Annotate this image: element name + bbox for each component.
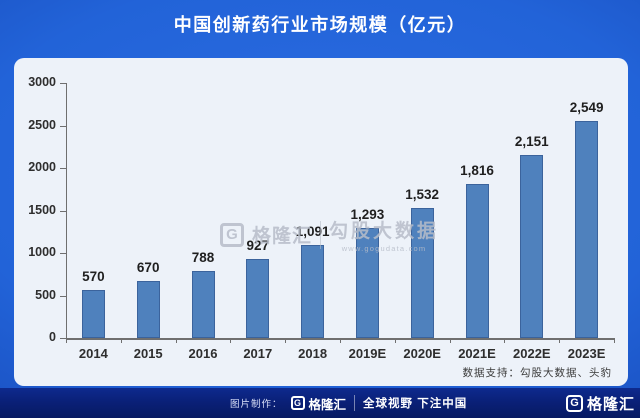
x-axis-category-label: 2017	[243, 346, 273, 361]
footer-logo-right: G 格隆汇	[565, 388, 635, 418]
bar-value-label: 788	[191, 250, 215, 266]
x-axis-category-label: 2023E	[567, 346, 606, 361]
bar-value-label: 2,151	[514, 134, 549, 150]
x-axis-category-label: 2018	[298, 346, 328, 361]
y-tick-mark	[60, 338, 66, 339]
footer-logo-chip: G 格隆汇	[290, 394, 347, 413]
x-axis-category-label: 2020E	[403, 346, 441, 361]
bar-value-label: 2,549	[569, 100, 604, 116]
data-support-note: 数据支持：勾股大数据、头豹	[462, 367, 612, 379]
footer-brand: 格隆汇	[308, 397, 347, 412]
bar-value-label: 927	[246, 238, 270, 254]
y-tick-label: 2500	[28, 117, 56, 132]
x-axis-category-label: 2016	[188, 346, 218, 361]
x-tick-mark	[504, 338, 506, 343]
gelonghui-logo-icon: G	[565, 394, 583, 412]
y-tick-label: 1000	[28, 245, 56, 259]
x-tick-mark	[559, 338, 561, 343]
bar-value-label: 570	[82, 268, 105, 284]
footer-bar: 图片制作： G 格隆汇 全球视野 下注中国 G 格隆汇	[0, 388, 640, 418]
y-tick-label: 0	[49, 330, 56, 344]
bar-2022E[interactable]	[520, 155, 544, 338]
footer-credit-group: 图片制作： G 格隆汇 全球视野 下注中国	[230, 388, 467, 418]
plot-area: 3000 2500 2000 1500 1000 500 0 570 2014 670 2015 78…	[14, 58, 628, 386]
y-axis-line	[66, 83, 67, 338]
chart-panel: 3000 2500 2000 1500 1000 500 0 570 2014 670 2015 78…	[14, 58, 628, 386]
bar-2021E[interactable]	[465, 183, 489, 338]
x-tick-mark	[175, 338, 177, 343]
y-tick-label: 1500	[28, 202, 56, 217]
x-tick-mark	[614, 338, 615, 343]
bar-2023E[interactable]	[575, 121, 599, 338]
bar-2019E[interactable]	[355, 228, 379, 338]
footer-right-brand: 格隆汇	[586, 395, 635, 413]
x-tick-mark	[230, 338, 232, 343]
x-tick-mark	[449, 338, 451, 343]
bar-value-label: 1,091	[295, 224, 330, 240]
bar-2017[interactable]	[246, 259, 270, 338]
bar-value-label: 1,816	[460, 162, 494, 178]
x-axis-category-label: 2015	[133, 346, 163, 361]
y-tick-label: 3000	[28, 75, 56, 89]
bar-2014[interactable]	[81, 289, 105, 338]
x-tick-mark	[66, 338, 67, 343]
title-bar: 中国创新药行业市场规模（亿元）	[0, 0, 640, 56]
x-axis-category-label: 2021E	[458, 346, 496, 361]
gelonghui-logo-icon: G	[290, 396, 305, 410]
bar-2016[interactable]	[191, 271, 215, 338]
x-axis-category-label: 2014	[78, 346, 108, 361]
y-tick-mark	[60, 295, 66, 297]
x-axis-category-label: 2019E	[348, 346, 387, 361]
x-tick-mark	[285, 338, 287, 343]
bar-value-label: 670	[136, 260, 160, 276]
x-tick-mark	[120, 338, 122, 343]
footer-slogan: 全球视野 下注中国	[363, 398, 468, 410]
bar-2018[interactable]	[301, 245, 325, 338]
y-tick-mark	[60, 83, 66, 84]
bar-2015[interactable]	[136, 281, 160, 338]
y-tick-label: 500	[35, 287, 56, 302]
made-by-label: 图片制作：	[230, 399, 283, 410]
bar-2020E[interactable]	[410, 207, 434, 338]
x-axis-category-label: 2022E	[513, 346, 551, 361]
bar-value-label: 1,293	[350, 207, 385, 223]
y-tick-mark	[60, 210, 66, 212]
y-tick-label: 2000	[28, 160, 56, 174]
y-tick-mark	[60, 168, 66, 169]
y-tick-mark	[60, 125, 66, 127]
x-tick-mark	[394, 338, 396, 343]
bar-value-label: 1,532	[405, 186, 440, 202]
x-tick-mark	[340, 338, 341, 343]
chart-title: 中国创新药行业市场规模（亿元）	[173, 15, 467, 35]
y-tick-mark	[60, 253, 66, 254]
footer-divider	[354, 395, 356, 411]
